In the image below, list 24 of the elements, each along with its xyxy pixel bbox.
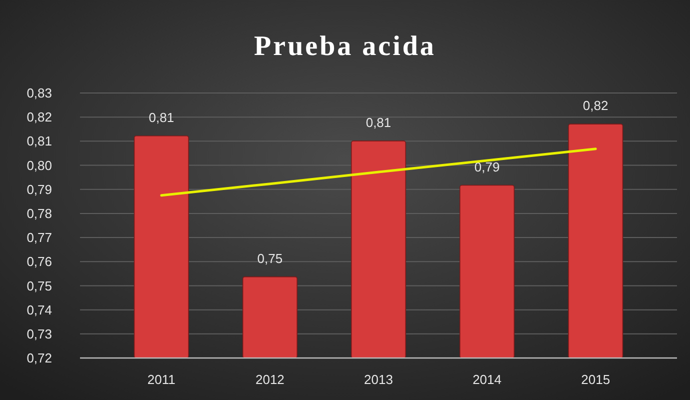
y-tick-label: 0,77	[26, 230, 52, 246]
y-tick-label: 0,73	[26, 326, 52, 342]
data-label: 0,82	[582, 98, 608, 114]
y-tick-label: 0,79	[26, 182, 52, 197]
data-label: 0,81	[366, 114, 392, 130]
y-tick-label: 0,80	[26, 158, 52, 173]
y-tick-label: 0,81	[26, 134, 52, 149]
y-tick-label: 0,74	[26, 302, 52, 318]
y-tick-label: 0,75	[26, 278, 52, 294]
data-label: 0,75	[257, 250, 283, 266]
data-label: 0,81	[148, 110, 174, 125]
line-series	[160, 148, 597, 197]
x-tick-label: 2015	[581, 372, 610, 387]
x-tick-label: 2011	[147, 372, 176, 387]
y-tick-label: 0,83	[26, 86, 52, 101]
chart-title: Prueba acida	[254, 31, 436, 62]
x-tick-label: 2013	[364, 372, 393, 387]
x-tick-label: 2012	[255, 372, 284, 387]
x-tick-label: 2014	[472, 372, 502, 387]
y-tick-label: 0,76	[26, 254, 52, 270]
y-tick-label: 0,82	[26, 110, 52, 125]
data-label: 0,79	[474, 159, 500, 174]
y-tick-label: 0,72	[26, 350, 52, 366]
y-tick-label: 0,78	[26, 206, 52, 222]
